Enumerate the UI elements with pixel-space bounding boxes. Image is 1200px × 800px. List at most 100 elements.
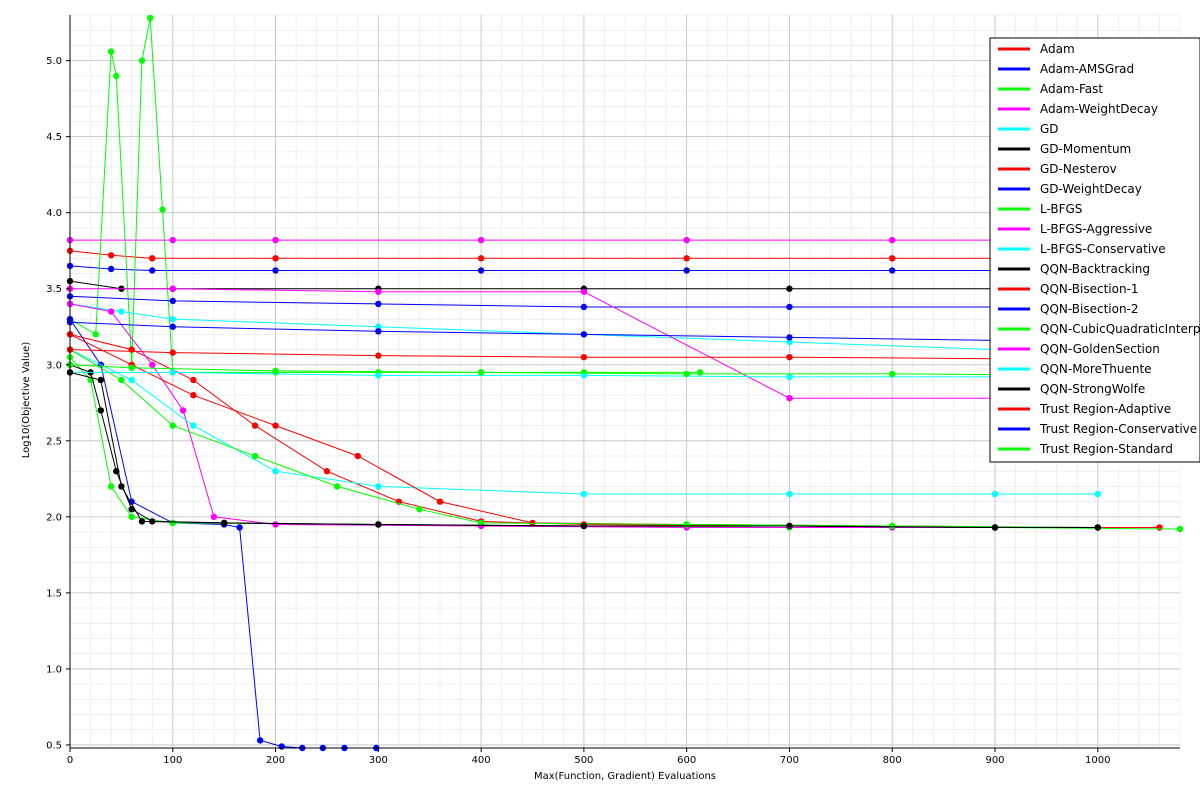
legend-item: QQN-CubicQuadraticInterpolation <box>998 322 1200 336</box>
data-point <box>889 267 896 274</box>
legend-label: L-BFGS <box>1040 202 1082 216</box>
legend-item: GD-Nesterov <box>998 162 1117 176</box>
data-point <box>1094 490 1101 498</box>
series-qqn-strongwolfe <box>66 369 1101 531</box>
data-point <box>1156 524 1163 531</box>
data-point <box>323 468 331 475</box>
data-point <box>580 331 588 338</box>
legend-item: GD-WeightDecay <box>998 182 1142 196</box>
data-point <box>683 267 690 274</box>
y-tick-label: 5.0 <box>46 56 62 67</box>
data-point <box>786 522 793 530</box>
x-tick-label: 0 <box>67 755 73 766</box>
data-point <box>149 255 156 262</box>
y-tick-label: 0.5 <box>46 740 62 751</box>
x-tick-label: 1000 <box>1085 755 1110 766</box>
legend-item: QQN-Bisection-2 <box>998 302 1139 316</box>
y-tick-label: 2.0 <box>46 512 62 523</box>
data-point <box>169 323 176 330</box>
x-tick-label: 100 <box>163 755 182 766</box>
data-point <box>683 255 690 262</box>
data-point <box>256 737 264 744</box>
data-point <box>786 338 793 346</box>
data-point <box>159 206 166 213</box>
legend-label: Trust Region-Adaptive <box>1039 402 1171 416</box>
legend-item: GD <box>998 122 1059 136</box>
data-point <box>334 483 341 490</box>
legend-label: Trust Region-Standard <box>1039 442 1173 456</box>
series-adam-amsgrad <box>66 262 1101 274</box>
data-point <box>477 255 485 262</box>
data-point <box>251 422 259 429</box>
x-tick-label: 500 <box>574 755 593 766</box>
legend-label: QQN-MoreThuente <box>1040 362 1152 376</box>
legend-label: QQN-Backtracking <box>1040 262 1150 276</box>
y-tick-label: 2.5 <box>46 436 62 447</box>
data-point <box>149 361 156 368</box>
legend-item: QQN-GoldenSection <box>998 342 1160 356</box>
data-point <box>113 72 120 80</box>
data-point <box>97 376 105 384</box>
data-point <box>190 376 197 384</box>
data-point <box>107 252 115 259</box>
data-point <box>272 422 279 429</box>
data-point <box>786 395 793 402</box>
legend-item: Adam <box>998 42 1075 56</box>
data-point <box>436 498 444 505</box>
data-point <box>696 369 704 376</box>
data-point <box>272 521 279 528</box>
legend-label: QQN-Bisection-2 <box>1040 302 1139 316</box>
legend-item: L-BFGS <box>998 202 1082 216</box>
legend-label: Adam-WeightDecay <box>1040 102 1158 116</box>
data-point <box>169 285 176 292</box>
data-point <box>179 407 187 414</box>
data-point <box>138 57 146 64</box>
data-point <box>169 236 176 244</box>
legend-item: QQN-Bisection-1 <box>998 282 1139 296</box>
data-point <box>149 267 156 274</box>
data-point <box>169 369 176 376</box>
data-point <box>272 236 279 244</box>
data-point <box>416 506 423 513</box>
legend-label: QQN-StrongWolfe <box>1040 382 1145 396</box>
y-tick-label: 1.0 <box>46 664 62 675</box>
data-point <box>128 498 135 505</box>
data-point <box>1094 524 1101 531</box>
y-tick-labels: 0.5 1.0 1.5 2.0 2.5 3.0 3.5 4.0 4.5 5.0 <box>46 56 70 751</box>
series-line <box>69 318 377 749</box>
data-point <box>169 315 176 323</box>
x-tick-label: 900 <box>985 755 1004 766</box>
data-point <box>683 521 690 528</box>
data-point <box>128 376 135 384</box>
data-point <box>272 267 279 274</box>
legend-item: L-BFGS-Aggressive <box>998 222 1152 236</box>
x-tick-label: 300 <box>369 755 388 766</box>
data-point <box>375 521 382 528</box>
legend-label: Trust Region-Conservative <box>1039 422 1197 436</box>
data-point <box>477 369 485 376</box>
legend-item: Trust Region-Adaptive <box>998 402 1171 416</box>
data-point <box>786 373 793 381</box>
data-point <box>92 331 99 338</box>
legend-label: L-BFGS-Aggressive <box>1040 222 1152 236</box>
legend-item: L-BFGS-Conservative <box>998 242 1166 256</box>
data-point <box>1176 525 1184 533</box>
x-axis-label: Max(Function, Gradient) Evaluations <box>534 771 716 782</box>
legend-item: Adam-WeightDecay <box>998 102 1158 116</box>
legend-label: QQN-GoldenSection <box>1040 342 1160 356</box>
data-point <box>375 483 382 490</box>
data-point <box>169 297 176 305</box>
data-point <box>889 236 896 244</box>
legend-items: Adam Adam-AMSGrad Adam-Fast Adam-WeightDeca… <box>998 42 1200 456</box>
data-point <box>272 255 279 262</box>
legend-label: Adam-Fast <box>1040 82 1103 96</box>
data-point <box>236 524 243 531</box>
data-point <box>354 452 361 460</box>
legend-item: Trust Region-Standard <box>998 442 1173 456</box>
legend-item: GD-Momentum <box>998 142 1131 156</box>
legend-label: Adam-AMSGrad <box>1040 62 1134 76</box>
data-point <box>375 300 382 308</box>
data-point <box>889 255 896 262</box>
data-point <box>580 353 588 361</box>
data-point <box>786 353 793 361</box>
